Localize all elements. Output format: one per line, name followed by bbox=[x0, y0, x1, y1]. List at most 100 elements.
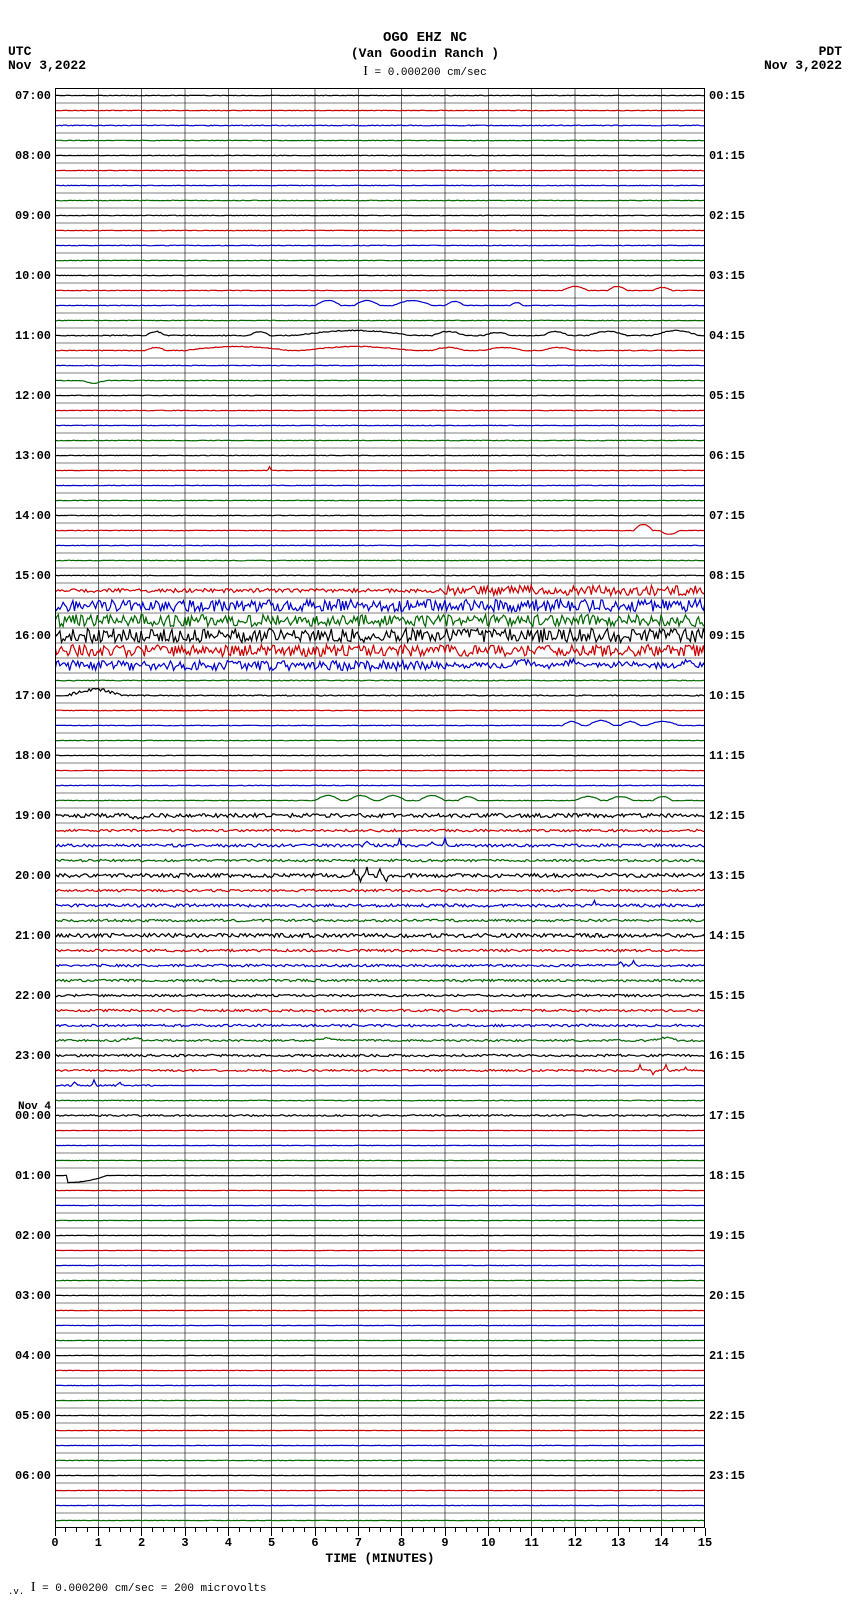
x-minor-tick bbox=[499, 1528, 500, 1532]
x-tick-label: 6 bbox=[311, 1536, 318, 1550]
x-minor-tick bbox=[260, 1528, 261, 1532]
x-minor-tick bbox=[65, 1528, 66, 1532]
x-minor-tick bbox=[239, 1528, 240, 1532]
y-right-label: 01:15 bbox=[709, 149, 769, 163]
y-left-label: 08:00 bbox=[1, 149, 51, 163]
y-left-label: 02:00 bbox=[1, 1229, 51, 1243]
x-tick-label: 11 bbox=[524, 1536, 538, 1550]
x-major-tick bbox=[271, 1528, 272, 1536]
x-major-tick bbox=[55, 1528, 56, 1536]
y-right-label: 19:15 bbox=[709, 1229, 769, 1243]
x-minor-tick bbox=[672, 1528, 673, 1532]
footer-scale: .v. I = 0.000200 cm/sec = 200 microvolts bbox=[8, 1580, 267, 1597]
x-tick-label: 13 bbox=[611, 1536, 625, 1550]
station-subtitle: (Van Goodin Ranch ) bbox=[0, 46, 850, 61]
x-minor-tick bbox=[282, 1528, 283, 1532]
x-tick-label: 0 bbox=[51, 1536, 58, 1550]
y-right-label: 04:15 bbox=[709, 329, 769, 343]
y-left-label: 22:00 bbox=[1, 989, 51, 1003]
y-left-label: 18:00 bbox=[1, 749, 51, 763]
x-minor-tick bbox=[109, 1528, 110, 1532]
x-minor-tick bbox=[542, 1528, 543, 1532]
x-minor-tick bbox=[76, 1528, 77, 1532]
x-major-tick bbox=[141, 1528, 142, 1536]
x-tick-label: 14 bbox=[654, 1536, 668, 1550]
x-minor-tick bbox=[434, 1528, 435, 1532]
x-tick-label: 12 bbox=[568, 1536, 582, 1550]
y-right-label: 18:15 bbox=[709, 1169, 769, 1183]
y-right-label: 23:15 bbox=[709, 1469, 769, 1483]
x-major-tick bbox=[488, 1528, 489, 1536]
x-minor-tick bbox=[206, 1528, 207, 1532]
y-left-label: 19:00 bbox=[1, 809, 51, 823]
x-major-tick bbox=[575, 1528, 576, 1536]
x-tick-label: 1 bbox=[95, 1536, 102, 1550]
y-right-label: 09:15 bbox=[709, 629, 769, 643]
y-left-label: 07:00 bbox=[1, 89, 51, 103]
x-minor-tick bbox=[163, 1528, 164, 1532]
x-major-tick bbox=[705, 1528, 706, 1536]
y-right-label: 08:15 bbox=[709, 569, 769, 583]
date-left-label: Nov 3,2022 bbox=[8, 58, 86, 73]
y-left-label: 20:00 bbox=[1, 869, 51, 883]
x-major-tick bbox=[98, 1528, 99, 1536]
x-minor-tick bbox=[683, 1528, 684, 1532]
x-major-tick bbox=[531, 1528, 532, 1536]
tz-left-label: UTC bbox=[8, 44, 31, 59]
x-minor-tick bbox=[585, 1528, 586, 1532]
y-right-label: 00:15 bbox=[709, 89, 769, 103]
y-right-label: 05:15 bbox=[709, 389, 769, 403]
y-left-label: 05:00 bbox=[1, 1409, 51, 1423]
x-minor-tick bbox=[130, 1528, 131, 1532]
x-minor-tick bbox=[607, 1528, 608, 1532]
seismogram-plot: 07:0008:0009:0010:0011:0012:0013:0014:00… bbox=[55, 88, 705, 1528]
x-minor-tick bbox=[390, 1528, 391, 1532]
x-tick-label: 8 bbox=[398, 1536, 405, 1550]
x-minor-tick bbox=[325, 1528, 326, 1532]
tz-right-label: PDT bbox=[819, 44, 842, 59]
x-tick-label: 9 bbox=[441, 1536, 448, 1550]
x-minor-tick bbox=[250, 1528, 251, 1532]
y-left-label: 21:00 bbox=[1, 929, 51, 943]
x-tick-label: 5 bbox=[268, 1536, 275, 1550]
y-left-label: 17:00 bbox=[1, 689, 51, 703]
x-major-tick bbox=[358, 1528, 359, 1536]
x-minor-tick bbox=[455, 1528, 456, 1532]
x-tick-label: 15 bbox=[698, 1536, 712, 1550]
x-major-tick bbox=[185, 1528, 186, 1536]
x-tick-label: 7 bbox=[355, 1536, 362, 1550]
x-minor-tick bbox=[120, 1528, 121, 1532]
x-minor-tick bbox=[640, 1528, 641, 1532]
y-right-label: 07:15 bbox=[709, 509, 769, 523]
x-major-tick bbox=[401, 1528, 402, 1536]
x-minor-tick bbox=[650, 1528, 651, 1532]
x-minor-tick bbox=[564, 1528, 565, 1532]
y-right-label: 17:15 bbox=[709, 1109, 769, 1123]
x-minor-tick bbox=[304, 1528, 305, 1532]
y-right-label: 10:15 bbox=[709, 689, 769, 703]
x-tick-label: 4 bbox=[225, 1536, 232, 1550]
x-minor-tick bbox=[336, 1528, 337, 1532]
plot-border bbox=[55, 88, 705, 1528]
x-axis-title: TIME (MINUTES) bbox=[55, 1551, 705, 1566]
x-minor-tick bbox=[217, 1528, 218, 1532]
y-right-label: 16:15 bbox=[709, 1049, 769, 1063]
seismogram-page: OGO EHZ NC (Van Goodin Ranch ) I = 0.000… bbox=[0, 0, 850, 1613]
y-right-label: 20:15 bbox=[709, 1289, 769, 1303]
y-left-label: 09:00 bbox=[1, 209, 51, 223]
y-left-label: 15:00 bbox=[1, 569, 51, 583]
x-minor-tick bbox=[152, 1528, 153, 1532]
y-left-label: 00:00 bbox=[1, 1109, 51, 1123]
y-left-label: 13:00 bbox=[1, 449, 51, 463]
y-right-label: 15:15 bbox=[709, 989, 769, 1003]
x-minor-tick bbox=[553, 1528, 554, 1532]
y-left-label: 01:00 bbox=[1, 1169, 51, 1183]
scale-indicator: I = 0.000200 cm/sec bbox=[0, 64, 850, 80]
x-minor-tick bbox=[423, 1528, 424, 1532]
y-right-label: 12:15 bbox=[709, 809, 769, 823]
scale-text: = 0.000200 cm/sec bbox=[375, 67, 487, 79]
x-major-tick bbox=[228, 1528, 229, 1536]
y-left-label: 04:00 bbox=[1, 1349, 51, 1363]
y-right-label: 14:15 bbox=[709, 929, 769, 943]
y-left-label: 16:00 bbox=[1, 629, 51, 643]
